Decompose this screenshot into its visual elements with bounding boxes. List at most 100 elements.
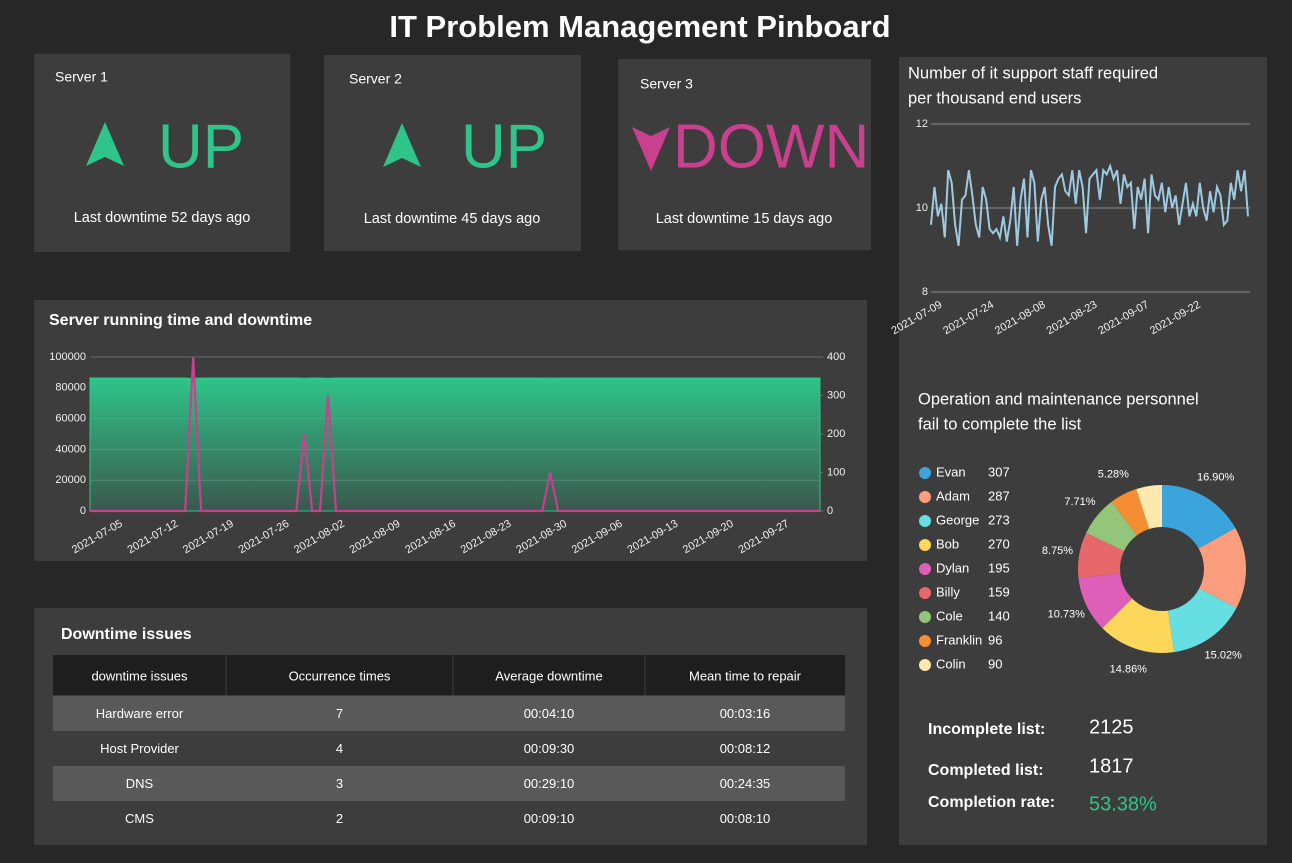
legend-value: 96 (988, 632, 1002, 647)
legend-label: George (936, 512, 979, 527)
y2-tick-label: 400 (827, 351, 845, 363)
y-tick-label: 60000 (55, 413, 86, 425)
summary-value: 53.38% (1089, 793, 1157, 815)
slice-label: 16.90% (1197, 471, 1235, 483)
summary-label: Completed list: (928, 762, 1044, 779)
donut-slice (1077, 532, 1125, 578)
legend-label: Evan (936, 464, 966, 479)
slice-label: 5.28% (1098, 469, 1129, 481)
server-card (618, 59, 871, 250)
chart-title: Server running time and downtime (49, 312, 312, 329)
column-header: Occurrence times (289, 668, 391, 683)
donut-slice (1136, 485, 1162, 530)
table-cell: 4 (336, 741, 343, 756)
legend-swatch (919, 587, 931, 599)
table-cell: 2 (336, 811, 343, 826)
server-status: UP (158, 112, 244, 181)
y-tick-label: 12 (916, 118, 928, 130)
legend-swatch (919, 515, 931, 527)
legend-value: 140 (988, 608, 1010, 623)
server-note: Last downtime 52 days ago (74, 210, 251, 226)
server-status: UP (461, 112, 547, 181)
table-cell: 00:08:12 (720, 741, 771, 756)
table-cell: DNS (126, 776, 154, 791)
table-row (53, 766, 845, 801)
line (90, 356, 820, 513)
donut-slice (1111, 489, 1150, 536)
slice-label: 14.86% (1110, 663, 1148, 675)
y2-tick-label: 100 (827, 466, 845, 478)
legend-value: 273 (988, 512, 1010, 527)
table-header (53, 655, 845, 695)
summary-label: Incomplete list: (928, 721, 1045, 738)
legend-value: 90 (988, 656, 1002, 671)
y2-tick-label: 300 (827, 389, 845, 401)
status-arrow (86, 122, 124, 166)
donut-slice (1102, 598, 1175, 654)
column-header: Average downtime (495, 668, 602, 683)
y-tick-label: 80000 (55, 382, 86, 394)
legend-label: Billy (936, 584, 960, 599)
y2-tick-label: 200 (827, 428, 845, 440)
legend-label: Bob (936, 536, 959, 551)
table-cell: 00:03:16 (720, 706, 771, 721)
donut-slice (1086, 501, 1137, 551)
legend-swatch (919, 491, 931, 503)
server-status: DOWN (673, 112, 869, 181)
table-row (53, 696, 845, 731)
donut-slice (1198, 528, 1246, 609)
line (930, 162, 1249, 246)
status-arrow (383, 123, 421, 167)
donut-slice (1078, 573, 1133, 629)
slice-label: 15.02% (1205, 649, 1243, 661)
y-tick-label: 10 (916, 202, 928, 214)
legend-label: Franklin (936, 632, 982, 647)
legend-swatch (919, 635, 931, 647)
legend-swatch (919, 563, 931, 575)
table-title: Downtime issues (61, 626, 192, 643)
y-tick-label: 8 (922, 286, 928, 298)
slice-label: 7.71% (1064, 496, 1095, 508)
legend-value: 159 (988, 584, 1010, 599)
status-arrow (632, 127, 670, 171)
legend-value: 307 (988, 464, 1010, 479)
table-cell: 00:24:35 (720, 776, 771, 791)
y-tick-label: 20000 (55, 474, 86, 486)
legend-swatch (919, 539, 931, 551)
table-cell: 00:09:30 (524, 741, 575, 756)
donut-slice (1168, 588, 1237, 653)
table-row (53, 731, 845, 766)
slice-label: 8.75% (1042, 545, 1073, 557)
table-cell: 00:04:10 (524, 706, 575, 721)
server-name: Server 1 (55, 69, 108, 85)
table-cell: 3 (336, 776, 343, 791)
legend-value: 195 (988, 560, 1010, 575)
y2-tick-label: 0 (827, 505, 833, 517)
server-note: Last downtime 15 days ago (656, 211, 833, 227)
legend-swatch (919, 467, 931, 479)
column-header: downtime issues (91, 668, 188, 683)
chart-title: Operation and maintenance personnel (918, 390, 1199, 408)
y-tick-label: 0 (80, 505, 86, 517)
column-header: Mean time to repair (689, 668, 802, 683)
summary-value: 2125 (1089, 716, 1134, 738)
legend-label: Colin (936, 656, 966, 671)
server-name: Server 2 (349, 71, 402, 87)
legend-label: Adam (936, 488, 970, 503)
server-name: Server 3 (640, 76, 693, 92)
legend-value: 287 (988, 488, 1010, 503)
area (89, 377, 821, 512)
legend-label: Dylan (936, 560, 969, 575)
legend-label: Cole (936, 608, 963, 623)
chart-title: per thousand end users (908, 89, 1081, 107)
donut-slice (1162, 485, 1236, 549)
table-cell: Host Provider (100, 741, 179, 756)
table-cell: Hardware error (96, 706, 184, 721)
legend-value: 270 (988, 536, 1010, 551)
table-cell: 00:08:10 (720, 811, 771, 826)
table-cell: 7 (336, 706, 343, 721)
slice-label: 10.73% (1048, 608, 1086, 620)
summary-value: 1817 (1089, 755, 1134, 777)
page-title: IT Problem Management Pinboard (389, 9, 890, 44)
